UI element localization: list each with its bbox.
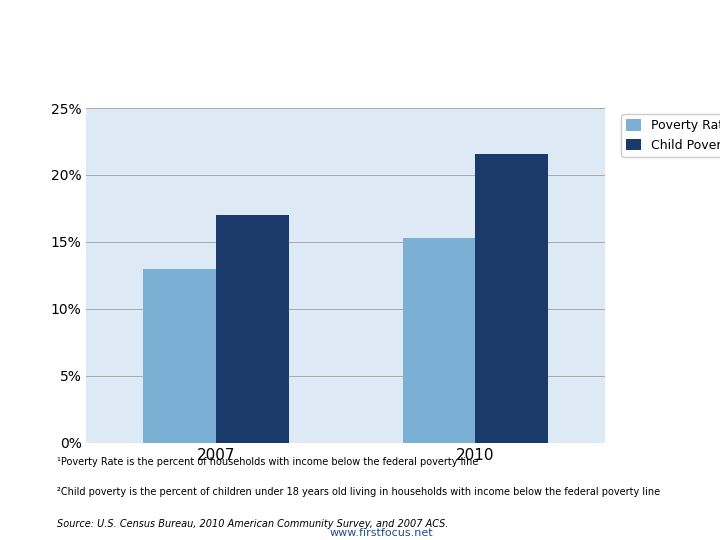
Bar [475, 153, 548, 443]
Text: The Effect of the Recession on: The Effect of the Recession on [29, 24, 387, 44]
Text: Poverty & Child Poverty: Poverty & Child Poverty [29, 63, 311, 83]
Bar [216, 215, 289, 443]
Text: ²Child poverty is the percent of children under 18 years old living in household: ²Child poverty is the percent of childre… [57, 487, 660, 497]
Bar [402, 238, 475, 443]
Text: www.firstfocus.net: www.firstfocus.net [330, 528, 433, 538]
Bar [143, 269, 216, 443]
Text: ¹Poverty Rate is the percent of households with income below the federal poverty: ¹Poverty Rate is the percent of househol… [57, 457, 478, 468]
Text: Source: U.S. Census Bureau, 2010 American Community Survey, and 2007 ACS.: Source: U.S. Census Bureau, 2010 America… [57, 518, 449, 529]
Legend: Poverty Rate, Child Poverty Rate: Poverty Rate, Child Poverty Rate [621, 114, 720, 157]
